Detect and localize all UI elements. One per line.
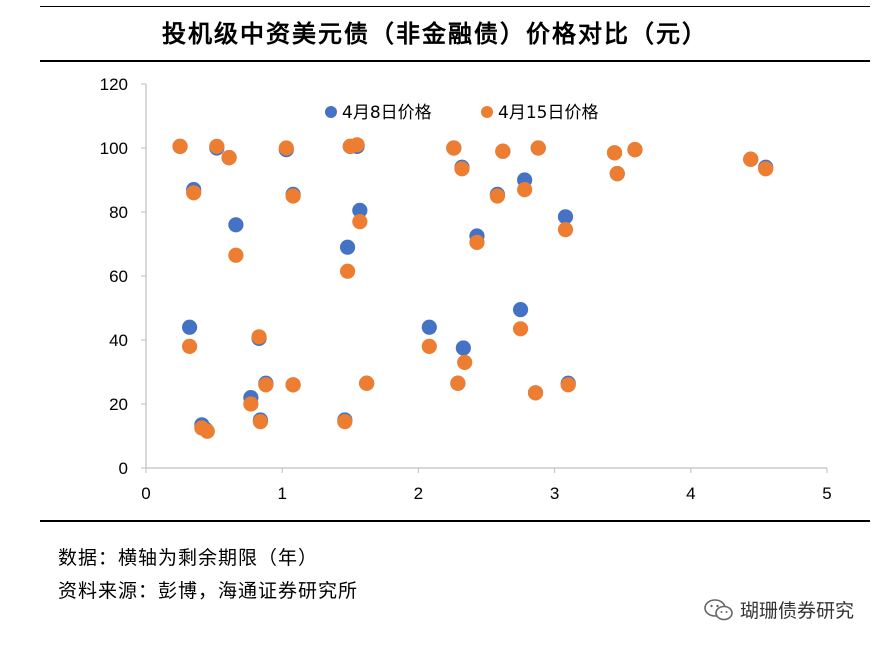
watermark: 瑚珊债券研究 [704,596,854,623]
y-tick-label: 40 [109,331,128,350]
data-point-series-0 [512,302,529,318]
data-point-series-1 [352,214,368,230]
data-point-series-1 [606,145,623,161]
data-point-series-1 [243,396,259,412]
y-tick-label: 20 [109,395,128,414]
data-point-series-1 [450,375,466,391]
source-note: 资料来源：彭博，海通证券研究所 [58,580,359,602]
data-point-series-1 [258,377,274,393]
data-point-series-1 [627,142,643,158]
y-tick-label: 0 [119,459,128,478]
y-tick-label: 60 [109,267,128,286]
data-point-series-1 [512,321,529,337]
x-tick-label: 0 [141,484,150,503]
data-point-series-1 [495,143,511,159]
x-tick-label: 3 [550,484,559,503]
y-tick-label: 80 [109,203,128,222]
data-point-series-0 [339,239,356,255]
title-rule [40,60,870,62]
data-point-series-1 [172,138,188,154]
data-point-series-1 [469,234,485,250]
x-tick-label: 2 [414,484,423,503]
data-point-series-0 [455,340,471,356]
top-rule [40,6,870,7]
data-point-series-1 [758,161,774,177]
data-point-series-1 [252,414,269,430]
data-point-series-1 [278,140,294,156]
data-point-series-1 [527,385,544,401]
data-point-series-1 [454,161,470,177]
data-point-series-1 [221,150,237,166]
x-tick-label: 5 [822,484,831,503]
data-point-series-1 [285,377,301,393]
data-point-series-1 [359,375,375,391]
data-point-series-1 [228,247,244,263]
data-point-series-1 [251,329,267,345]
legend-marker-1 [481,106,493,118]
data-point-series-1 [285,188,301,204]
data-point-series-0 [228,217,244,233]
legend-marker-0 [325,106,337,118]
x-tick-label: 4 [686,484,695,503]
legend-label-0: 4月8日价格 [342,103,432,123]
data-point-series-1 [557,222,574,238]
data-point-series-1 [209,138,225,154]
data-point-series-1 [530,140,546,156]
chart-title: 投机级中资美元债（非金融债）价格对比（元） [162,19,708,48]
data-point-series-0 [352,202,368,218]
data-point-series-1 [489,188,505,204]
scatter-chart: 0 20 40 60 80 100 120 0 1 2 3 4 5 4月8日价格 4月15日价格 [100,75,832,503]
bottom-rule [40,520,870,522]
watermark-text: 瑚珊债券研究 [739,600,854,622]
data-point-series-1 [446,140,462,156]
y-tick-label: 100 [100,139,128,158]
data-point-series-1 [349,137,365,153]
data-point-series-1 [457,354,473,370]
legend-label-1: 4月15日价格 [498,103,598,123]
data-point-series-1 [743,151,759,167]
data-point-series-1 [560,377,576,393]
data-point-series-0 [181,319,198,335]
data-point-series-1 [199,423,215,439]
data-point-series-1 [181,338,198,354]
data-point-series-1 [337,414,353,430]
data-point-series-1 [421,338,437,354]
wechat-icon [704,598,733,620]
data-point-series-1 [339,263,356,279]
y-tick-label: 120 [100,75,128,94]
data-point-series-1 [517,182,533,198]
data-point-series-0 [557,209,574,225]
data-note: 数据：横轴为剩余期限（年） [58,547,319,569]
data-point-series-1 [609,166,625,182]
data-point-series-1 [186,185,202,201]
x-tick-label: 1 [277,484,286,503]
data-point-series-0 [421,319,437,335]
